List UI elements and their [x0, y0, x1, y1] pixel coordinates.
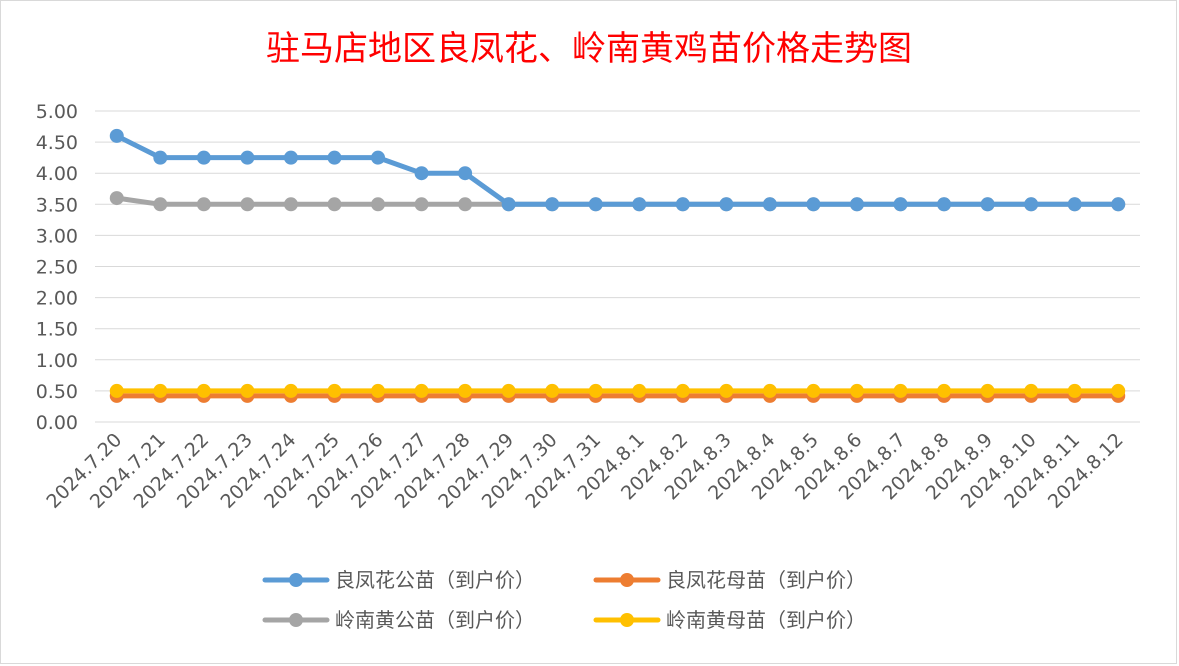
- data-point: [240, 197, 255, 212]
- data-point: [109, 128, 124, 143]
- data-point: [283, 197, 298, 212]
- legend-label: 岭南黄母苗（到户价）: [666, 608, 866, 632]
- y-tick-label: 2.00: [36, 288, 78, 310]
- data-point: [762, 383, 777, 398]
- data-point: [632, 197, 647, 212]
- legend-label: 良凤花公苗（到户价）: [335, 568, 535, 592]
- y-axis-ticks: 0.00 0.50 1.00 1.50 2.00 2.50 3.00 3.50 4.00 4.50…: [36, 101, 78, 434]
- data-point: [849, 383, 864, 398]
- data-point: [1067, 383, 1082, 398]
- data-point: [458, 166, 473, 181]
- y-tick-label: 4.00: [36, 163, 78, 185]
- y-tick-label: 0.50: [36, 381, 78, 403]
- legend-swatch-marker: [289, 573, 303, 587]
- data-point: [240, 383, 255, 398]
- data-point: [414, 166, 429, 181]
- legend-label: 良凤花母苗（到户价）: [666, 568, 866, 592]
- data-point: [414, 197, 429, 212]
- data-point: [893, 197, 908, 212]
- data-point: [414, 383, 429, 398]
- data-point: [719, 197, 734, 212]
- data-point: [458, 383, 473, 398]
- data-point: [327, 383, 342, 398]
- data-point: [458, 197, 473, 212]
- series-3: [109, 383, 1126, 398]
- data-point: [109, 383, 124, 398]
- y-tick-label: 4.50: [36, 132, 78, 154]
- data-point: [196, 383, 211, 398]
- chart-title: 驻马店地区良凤花、岭南黄鸡苗价格走势图: [266, 29, 912, 69]
- data-point: [1067, 197, 1082, 212]
- legend-item: 良凤花母苗（到户价）: [593, 568, 866, 592]
- data-point: [545, 383, 560, 398]
- data-point: [153, 197, 168, 212]
- data-point: [719, 383, 734, 398]
- y-tick-label: 0.00: [36, 412, 78, 434]
- legend-swatch-marker: [620, 573, 634, 587]
- data-point: [545, 197, 560, 212]
- data-point: [675, 383, 690, 398]
- y-tick-label: 3.00: [36, 225, 78, 247]
- y-tick-label: 1.00: [36, 350, 78, 372]
- y-tick-label: 1.50: [36, 319, 78, 341]
- data-point: [196, 150, 211, 165]
- data-point: [283, 150, 298, 165]
- legend-swatch-marker: [289, 613, 303, 627]
- data-point: [109, 191, 124, 206]
- data-point: [806, 383, 821, 398]
- legend-swatch-marker: [620, 613, 634, 627]
- data-point: [588, 383, 603, 398]
- data-point: [1024, 197, 1039, 212]
- legend-item: 岭南黄母苗（到户价）: [593, 608, 866, 632]
- data-point: [675, 197, 690, 212]
- legend-item: 良凤花公苗（到户价）: [262, 568, 535, 592]
- data-point: [1111, 383, 1126, 398]
- legend: 良凤花公苗（到户价） 良凤花母苗（到户价） 岭南黄公苗（到户价） 岭南黄母苗（到户价）: [262, 568, 866, 632]
- y-tick-label: 5.00: [36, 101, 78, 123]
- data-point: [240, 150, 255, 165]
- data-point: [501, 383, 516, 398]
- data-point: [327, 150, 342, 165]
- data-point: [153, 383, 168, 398]
- data-point: [762, 197, 777, 212]
- series-line: [114, 133, 1121, 207]
- data-point: [849, 197, 864, 212]
- data-point: [806, 197, 821, 212]
- data-point: [371, 197, 386, 212]
- series-lines: [109, 128, 1126, 403]
- data-point: [937, 197, 952, 212]
- data-point: [588, 197, 603, 212]
- data-point: [153, 150, 168, 165]
- data-point: [501, 197, 516, 212]
- y-tick-label: 3.50: [36, 194, 78, 216]
- data-point: [632, 383, 647, 398]
- data-point: [371, 383, 386, 398]
- data-point: [893, 383, 908, 398]
- data-point: [371, 150, 386, 165]
- y-tick-label: 2.50: [36, 257, 78, 279]
- data-point: [937, 383, 952, 398]
- data-point: [980, 383, 995, 398]
- legend-item: 岭南黄公苗（到户价）: [262, 608, 535, 632]
- data-point: [327, 197, 342, 212]
- data-point: [1111, 197, 1126, 212]
- data-point: [980, 197, 995, 212]
- data-point: [283, 383, 298, 398]
- data-point: [196, 197, 211, 212]
- data-point: [1024, 383, 1039, 398]
- series-0: [109, 128, 1126, 212]
- legend-label: 岭南黄公苗（到户价）: [335, 608, 535, 632]
